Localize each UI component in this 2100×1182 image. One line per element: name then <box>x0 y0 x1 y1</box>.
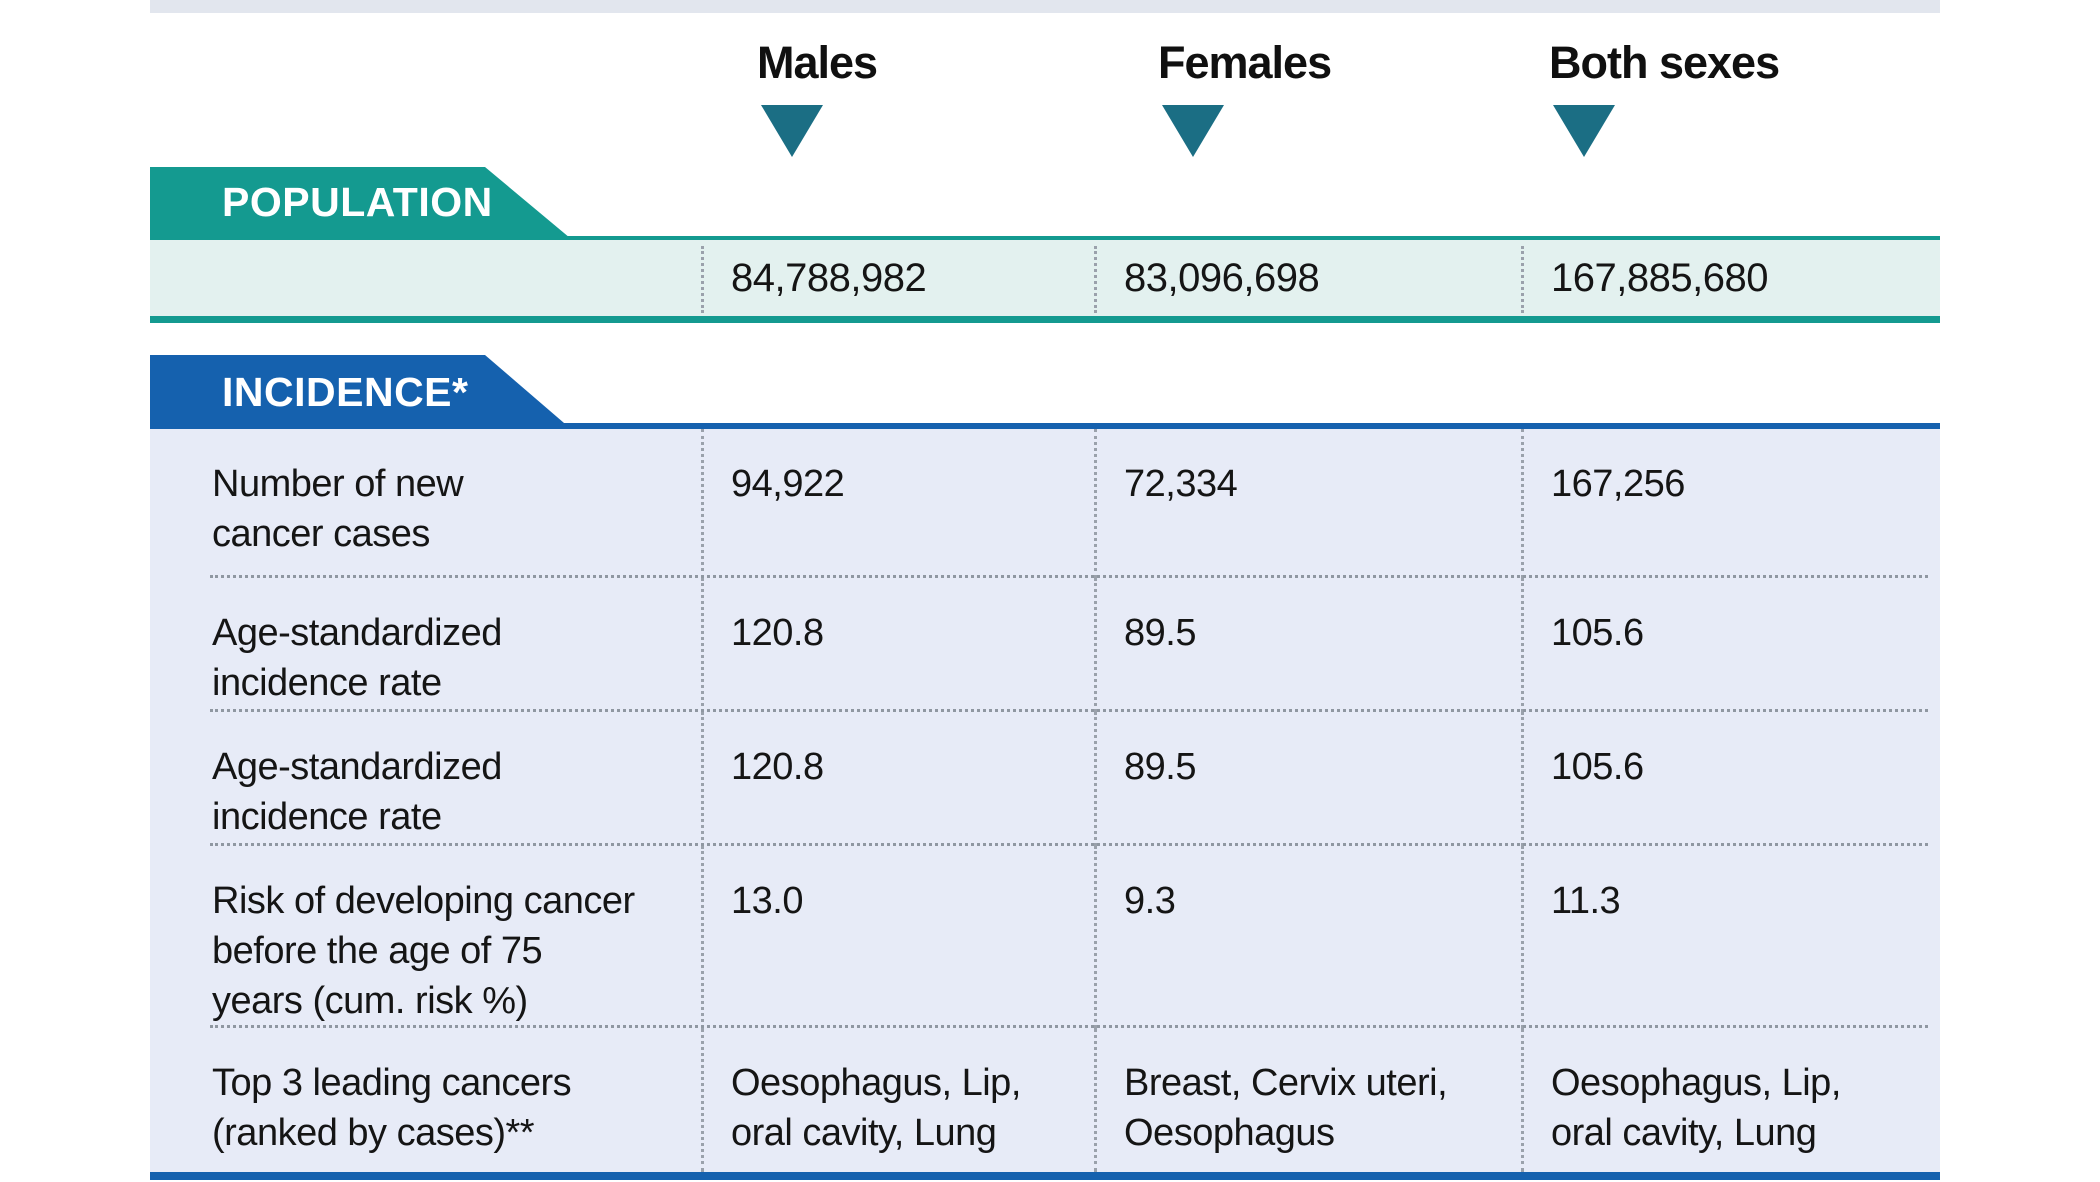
row-label: Age-standardized incidence rate <box>212 612 502 704</box>
row-label: Age-standardized incidence rate <box>212 746 502 838</box>
table-row: Number of new cancer cases 94,922 72,334… <box>150 429 1940 578</box>
column-header-label: Males <box>757 37 878 88</box>
row-value-males: 120.8 <box>701 712 1094 846</box>
population-banner-label: POPULATION <box>222 179 493 225</box>
row-value-both-sexes: 167,256 <box>1521 429 1940 578</box>
row-value-females: 89.5 <box>1094 578 1521 712</box>
column-header-females: Females <box>1158 37 1332 157</box>
top-bar <box>150 0 1940 13</box>
table-row: Age-standardized incidence rate 120.8 89… <box>150 578 1940 712</box>
row-value-males: 120.8 <box>701 578 1094 712</box>
row-label: Top 3 leading cancers (ranked by cases)*… <box>212 1062 572 1154</box>
row-value-both-sexes: Oesophagus, Lip, oral cavity, Lung <box>1521 1028 1940 1172</box>
population-value-both-sexes: 167,885,680 <box>1521 245 1940 313</box>
dotted-separator <box>701 245 704 313</box>
column-header-label: Females <box>1158 37 1332 88</box>
row-value-both-sexes: 11.3 <box>1521 846 1940 1028</box>
population-value: 167,885,680 <box>1551 255 1768 300</box>
dotted-row-divider <box>210 1025 1928 1028</box>
row-value-males: Oesophagus, Lip, oral cavity, Lung <box>701 1028 1094 1172</box>
row-value-females: 72,334 <box>1094 429 1521 578</box>
population-divider-line <box>150 316 1940 323</box>
table-row: Top 3 leading cancers (ranked by cases)*… <box>150 1028 1940 1172</box>
column-headers: Males Females Both sexes <box>0 13 2100 167</box>
incidence-banner-label: INCIDENCE* <box>222 368 469 415</box>
row-value-both-sexes: 105.6 <box>1521 712 1940 846</box>
row-value-females: 89.5 <box>1094 712 1521 846</box>
dotted-separator <box>1521 245 1524 313</box>
dotted-row-divider <box>210 843 1928 846</box>
column-header-males: Males <box>757 37 878 157</box>
arrow-down-icon <box>761 105 823 157</box>
incidence-table: Number of new cancer cases 94,922 72,334… <box>150 423 1940 1172</box>
row-value-both-sexes: 105.6 <box>1521 578 1940 712</box>
population-value-females: 83,096,698 <box>1094 245 1521 313</box>
column-header-label: Both sexes <box>1549 37 1780 88</box>
population-value: 83,096,698 <box>1124 255 1320 300</box>
row-value-males: 13.0 <box>701 846 1094 1028</box>
row-value-males: 94,922 <box>701 429 1094 578</box>
dotted-separator <box>1094 245 1097 313</box>
population-banner: POPULATION <box>150 167 570 238</box>
arrow-down-icon <box>1162 105 1224 157</box>
dotted-row-divider <box>210 575 1928 578</box>
column-header-both-sexes: Both sexes <box>1549 37 1780 157</box>
arrow-down-icon <box>1553 105 1615 157</box>
row-label: Risk of developing cancer before the age… <box>212 880 635 1022</box>
row-value-females: 9.3 <box>1094 846 1521 1028</box>
table-row: Age-standardized incidence rate 120.8 89… <box>150 712 1940 846</box>
row-value-females: Breast, Cervix uteri, Oesophagus <box>1094 1028 1521 1172</box>
population-row: 84,788,982 83,096,698 167,885,680 <box>150 236 1940 316</box>
incidence-banner: INCIDENCE* <box>150 355 571 429</box>
table-row: Risk of developing cancer before the age… <box>150 846 1940 1028</box>
population-value-males: 84,788,982 <box>701 245 1094 313</box>
section-gap <box>0 323 2100 355</box>
population-value: 84,788,982 <box>731 255 927 300</box>
row-label: Number of new cancer cases <box>212 463 464 555</box>
dotted-row-divider <box>210 709 1928 712</box>
incidence-bottom-line <box>150 1172 1940 1180</box>
